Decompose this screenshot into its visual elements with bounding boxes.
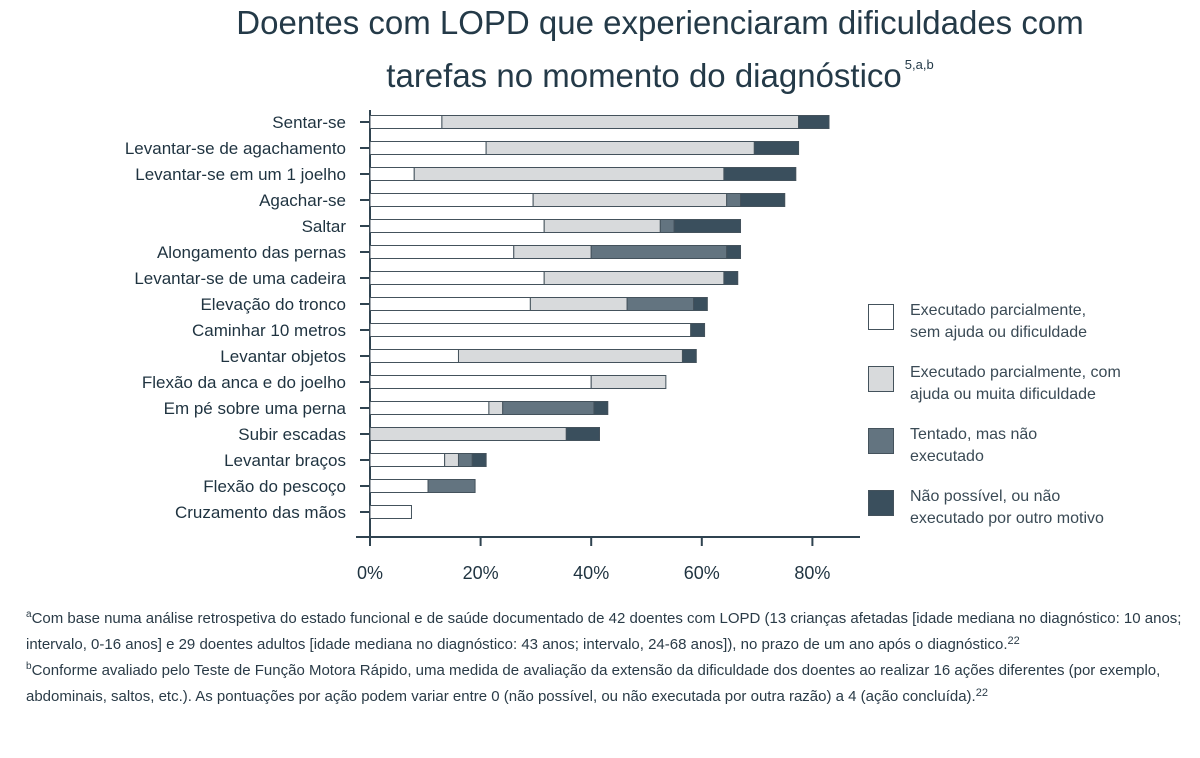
- bar-segment-series-1: [369, 401, 490, 415]
- bar-segment-series-4: [693, 297, 708, 311]
- legend-swatch: [868, 304, 894, 330]
- bar-segment-series-4: [593, 401, 609, 415]
- legend-swatch: [868, 490, 894, 516]
- bar-segment-series-4: [471, 453, 487, 467]
- bar-segment-series-4: [673, 219, 742, 233]
- y-tick-label: Levantar-se de uma cadeira: [134, 269, 346, 288]
- bar-segment-series-3: [590, 245, 728, 259]
- footnotes: aCom base numa análise retrospetiva do e…: [26, 604, 1186, 708]
- y-tick-label: Flexão do pescoço: [203, 477, 346, 496]
- bar-segment-series-1: [369, 219, 545, 233]
- bar-segment-series-3: [626, 297, 695, 311]
- legend-item: Executado parcialmente, com ajuda ou mui…: [868, 362, 1180, 406]
- legend-label: Tentado, mas não executado: [910, 426, 1038, 465]
- x-tick-label: 80%: [794, 563, 830, 583]
- footnote-a-text: Com base numa análise retrospetiva do es…: [26, 610, 1182, 653]
- bar-segment-series-2: [590, 375, 667, 389]
- footnote-b-text: Conforme avaliado pelo Teste de Função M…: [26, 662, 1161, 705]
- bar-segment-series-1: [369, 349, 459, 363]
- bar-segment-series-1: [369, 453, 446, 467]
- bar-segment-series-4: [726, 245, 742, 259]
- bar-segment-series-2: [413, 167, 725, 181]
- bar-segment-series-4: [565, 427, 600, 441]
- x-tick-label: 40%: [573, 563, 609, 583]
- bar-segment-series-4: [753, 141, 800, 155]
- y-tick-label: Subir escadas: [238, 425, 346, 444]
- chart-title-superscript: 5,a,b: [904, 57, 934, 72]
- y-tick-label: Cruzamento das mãos: [175, 503, 346, 522]
- bar-segment-series-2: [457, 349, 683, 363]
- footnote-b: bConforme avaliado pelo Teste de Função …: [26, 656, 1186, 708]
- x-tick-label: 0%: [357, 563, 383, 583]
- bar-segment-series-2: [441, 115, 800, 129]
- y-tick-label: Agachar-se: [259, 191, 346, 210]
- bar-segment-series-1: [369, 245, 515, 259]
- y-tick-label: Saltar: [302, 217, 347, 236]
- legend-item: Não possível, ou não executado por outro…: [868, 486, 1180, 530]
- legend-item: Tentado, mas não executado: [868, 424, 1180, 468]
- bar-segment-series-1: [369, 141, 487, 155]
- chart-title: Doentes com LOPD que experienciaram difi…: [200, 2, 1120, 97]
- legend-swatch: [868, 366, 894, 392]
- bar-segment-series-2: [485, 141, 755, 155]
- bar-segment-series-2: [513, 245, 592, 259]
- bar-segment-series-4: [690, 323, 706, 337]
- bar-segment-series-1: [369, 323, 692, 337]
- bar-segment-series-1: [369, 167, 415, 181]
- bar-segment-series-4: [723, 167, 797, 181]
- y-tick-label: Levantar objetos: [220, 347, 346, 366]
- footnote-b-ref: 22: [975, 687, 988, 699]
- y-tick-label: Levantar-se de agachamento: [125, 139, 346, 158]
- x-tick-label: 60%: [684, 563, 720, 583]
- y-tick-label: Elevação do tronco: [200, 295, 346, 314]
- y-tick-label: Levantar-se em um 1 joelho: [135, 165, 346, 184]
- bar-segment-series-1: [369, 193, 534, 207]
- footnote-a-marker: a: [26, 609, 32, 620]
- y-tick-label: Flexão da anca e do joelho: [142, 373, 346, 392]
- bar-segment-series-1: [369, 505, 412, 519]
- footnote-a: aCom base numa análise retrospetiva do e…: [26, 604, 1186, 656]
- legend-label: Executado parcialmente, com ajuda ou mui…: [910, 364, 1121, 403]
- y-tick-label: Em pé sobre uma perna: [164, 399, 347, 418]
- bar-segment-series-1: [369, 297, 531, 311]
- y-tick-label: Sentar-se: [272, 113, 346, 132]
- bar-segment-series-2: [369, 427, 567, 441]
- bar-segment-series-3: [427, 479, 476, 493]
- bar-segment-series-3: [659, 219, 675, 233]
- footnote-a-ref: 22: [1007, 635, 1020, 647]
- bar-segment-series-4: [798, 115, 830, 129]
- y-tick-label: Alongamento das pernas: [157, 243, 346, 262]
- y-tick-label: Levantar braços: [224, 451, 346, 470]
- bar-segment-series-2: [488, 401, 504, 415]
- footnote-b-marker: b: [26, 661, 32, 672]
- bar-segment-series-2: [444, 453, 459, 467]
- x-tick-label: 20%: [463, 563, 499, 583]
- bar-segment-series-1: [369, 271, 545, 285]
- bar-segment-series-4: [723, 271, 739, 285]
- bar-segment-series-3: [726, 193, 742, 207]
- bar-segment-series-1: [369, 115, 443, 129]
- legend-label: Não possível, ou não executado por outro…: [910, 488, 1104, 527]
- bar-segment-series-2: [532, 193, 728, 207]
- legend-label: Executado parcialmente, sem ajuda ou dif…: [910, 302, 1088, 341]
- bar-segment-series-2: [543, 271, 725, 285]
- y-tick-label: Caminhar 10 metros: [192, 321, 346, 340]
- bar-segment-series-1: [369, 479, 429, 493]
- legend-swatch: [868, 428, 894, 454]
- legend-item: Executado parcialmente, sem ajuda ou dif…: [868, 300, 1180, 344]
- stacked-bar-chart: Sentar-se Levantar-se de agachamento Levan…: [125, 110, 860, 583]
- bar-segment-series-2: [543, 219, 661, 233]
- bar-segment-series-4: [681, 349, 697, 363]
- bar-segment-series-4: [740, 193, 786, 207]
- chart-title-text: Doentes com LOPD que experienciaram difi…: [236, 4, 1084, 94]
- bar-segment-series-3: [502, 401, 595, 415]
- bar-segment-series-3: [457, 453, 473, 467]
- bar-segment-series-1: [369, 375, 592, 389]
- bar-segment-series-2: [529, 297, 628, 311]
